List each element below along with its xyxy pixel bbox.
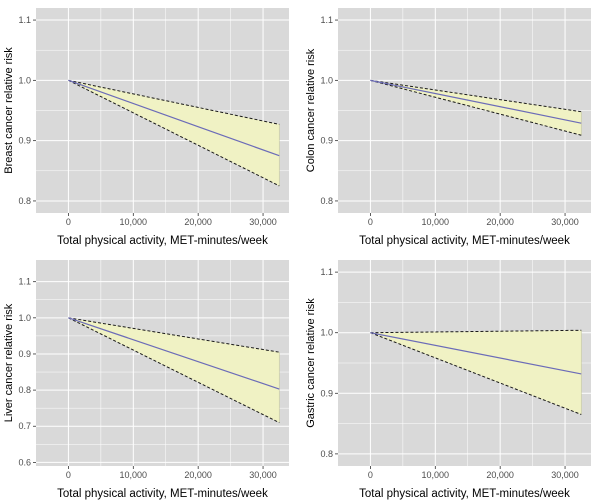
x-tick-label: 0 xyxy=(368,470,373,480)
x-tick-label: 20,000 xyxy=(486,470,514,480)
y-tick-label: 0.9 xyxy=(18,136,31,146)
x-tick-label: 10,000 xyxy=(120,217,148,227)
y-tick-label: 0.7 xyxy=(18,421,31,431)
y-tick-label: 0.6 xyxy=(18,457,31,467)
x-axis-label: Total physical activity, MET-minutes/wee… xyxy=(359,235,570,247)
y-tick-label: 0.8 xyxy=(18,196,31,206)
x-axis-label: Total physical activity, MET-minutes/wee… xyxy=(57,235,268,247)
y-tick-label: 0.8 xyxy=(18,385,31,395)
x-tick-label: 10,000 xyxy=(422,217,450,227)
x-tick-label: 20,000 xyxy=(184,217,212,227)
estimate-line xyxy=(370,79,582,124)
x-axis-label: Total physical activity, MET-minutes/wee… xyxy=(57,488,268,500)
y-axis-label: Gastric cancer relative risk xyxy=(305,298,317,428)
y-tick-label: 0.9 xyxy=(320,136,333,146)
y-axis-label: Colon cancer relative risk xyxy=(305,48,317,172)
confidence-band xyxy=(370,330,582,415)
y-tick-label: 1.1 xyxy=(18,277,31,287)
y-tick-label: 0.9 xyxy=(320,388,333,398)
estimate-line xyxy=(68,79,280,157)
lower-bound-line xyxy=(370,332,582,415)
upper-bound-line xyxy=(370,329,582,334)
x-tick-label: 0 xyxy=(368,217,373,227)
x-tick-label: 30,000 xyxy=(249,217,277,227)
lower-bound-line xyxy=(68,317,280,424)
y-axis-label: Liver cancer relative risk xyxy=(3,303,15,422)
y-tick-label: 0.9 xyxy=(18,349,31,359)
y-axis-label: Breast cancer relative risk xyxy=(3,47,15,174)
x-tick-label: 20,000 xyxy=(486,217,514,227)
y-tick-label: 0.8 xyxy=(320,449,333,459)
y-tick-label: 1.0 xyxy=(18,313,31,323)
x-tick-label: 0 xyxy=(66,217,71,227)
estimate-line xyxy=(370,332,582,375)
y-tick-label: 1.1 xyxy=(320,267,333,277)
y-tick-label: 1.0 xyxy=(320,328,333,338)
x-tick-label: 30,000 xyxy=(249,470,277,480)
lower-bound-line xyxy=(370,79,582,136)
y-tick-label: 1.0 xyxy=(320,75,333,85)
chart-panel-2: 0 10,000 20,000 30,000 0.8 0.9 1.0 1.1 Total phy… xyxy=(305,8,591,247)
upper-bound-line xyxy=(68,317,280,353)
x-tick-label: 10,000 xyxy=(422,470,450,480)
grid-lines xyxy=(36,8,289,213)
y-tick-label: 1.1 xyxy=(320,15,333,25)
chart-panel-4: 0 10,000 20,000 30,000 0.8 0.9 1.0 1.1 Total phy… xyxy=(305,260,591,500)
x-tick-label: 30,000 xyxy=(551,470,579,480)
x-axis-label: Total physical activity, MET-minutes/wee… xyxy=(359,488,570,500)
confidence-band xyxy=(370,80,582,136)
x-tick-label: 0 xyxy=(66,470,71,480)
y-tick-label: 0.8 xyxy=(320,196,333,206)
upper-bound-line xyxy=(370,79,582,113)
upper-bound-line xyxy=(68,79,280,125)
estimate-line xyxy=(68,317,280,390)
x-tick-label: 20,000 xyxy=(184,470,212,480)
lower-bound-line xyxy=(68,79,280,187)
x-tick-label: 30,000 xyxy=(551,217,579,227)
x-tick-label: 10,000 xyxy=(120,470,148,480)
y-tick-label: 1.1 xyxy=(18,15,31,25)
y-tick-label: 1.0 xyxy=(18,75,31,85)
chart-panel-3: 0 10,000 20,000 30,000 0.6 0.7 0.8 0.9 1.0 1.1 Tot… xyxy=(3,260,289,500)
chart-panel-1: 0 10,000 20,000 30,000 0.8 0.9 1.0 1.1 Total phy… xyxy=(3,8,289,247)
